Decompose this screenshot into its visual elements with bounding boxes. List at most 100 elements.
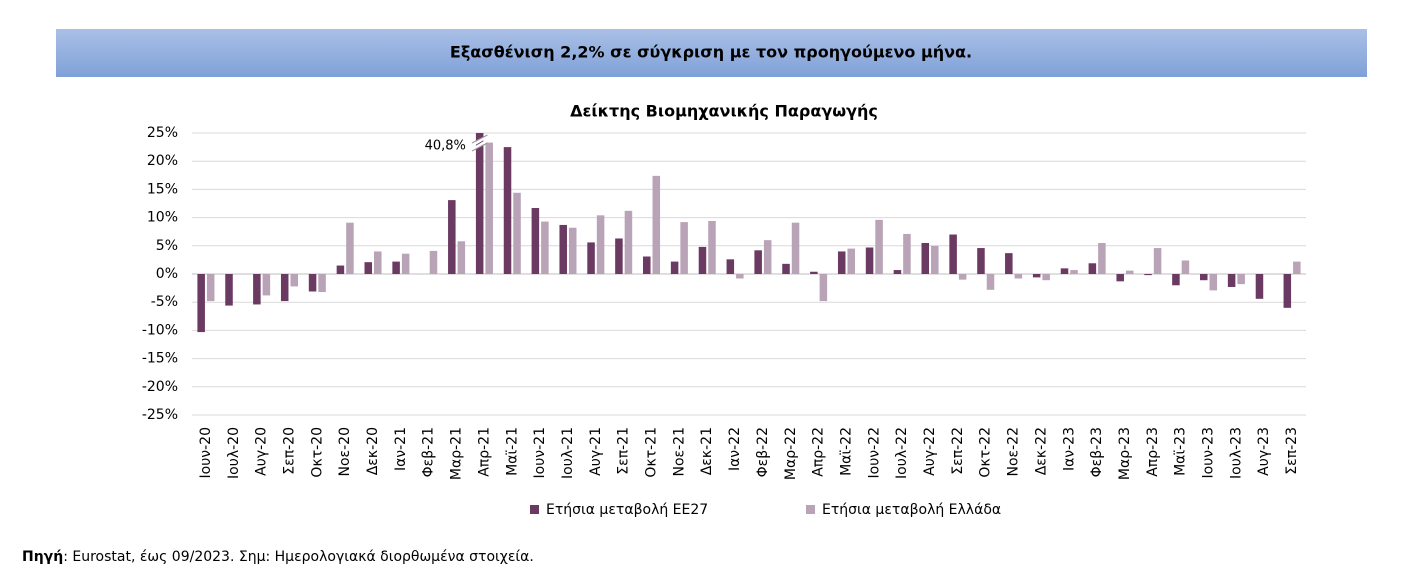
x-tick-label: Απρ-22 — [811, 427, 827, 477]
bar — [475, 133, 484, 274]
x-tick-label: Δεκ-21 — [699, 427, 715, 475]
bar — [1014, 274, 1023, 279]
y-tick-label: 0% — [156, 266, 178, 282]
bar — [503, 147, 512, 274]
bar — [1293, 261, 1301, 274]
bar — [698, 246, 707, 274]
bar — [336, 265, 345, 274]
labels: -25% -20% -15% -10% -5% 0% 5% 10% 15% 20% 25% Ιουν-… — [142, 125, 1300, 518]
bar — [652, 175, 661, 274]
bar — [708, 220, 716, 274]
chart-title: Δείκτης Βιομηχανικής Παραγωγής — [570, 102, 878, 121]
bar — [568, 227, 577, 274]
bar — [643, 256, 651, 274]
axis-break — [472, 135, 488, 151]
bar — [754, 250, 762, 274]
x-tick-label: Σεπ-23 — [1284, 427, 1300, 475]
bar — [429, 250, 438, 274]
x-tick-label: Ιαν-22 — [727, 427, 743, 471]
x-tick-label: Ιουν-23 — [1201, 427, 1217, 478]
data-label: 40,8% — [425, 139, 466, 154]
x-tick-label: Νοε-21 — [671, 427, 687, 476]
bar — [374, 251, 382, 274]
bar — [670, 261, 679, 274]
bar — [1153, 248, 1162, 274]
x-tick-label: Νοε-22 — [1006, 427, 1022, 476]
banner — [56, 29, 1367, 77]
x-tick-label: Νοε-20 — [337, 427, 353, 476]
bar — [726, 259, 735, 274]
bar — [893, 270, 902, 274]
x-tick-label: Μαϊ-23 — [1173, 427, 1189, 476]
bar — [1098, 242, 1106, 274]
bar — [448, 200, 456, 274]
bar — [624, 210, 633, 274]
x-tick-label: Φεβ-23 — [1089, 427, 1105, 477]
bar — [1070, 270, 1078, 274]
x-tick-label: Μαρ-23 — [1117, 427, 1133, 480]
bar — [290, 274, 298, 287]
bar — [921, 242, 930, 274]
x-tick-label: Ιαν-21 — [393, 427, 409, 471]
x-tick-label: Αυγ-23 — [1256, 427, 1272, 476]
x-tick-label: Ιουν-22 — [866, 427, 882, 478]
banner-text: Εξασθένιση 2,2% σε σύγκριση με τον προηγ… — [450, 43, 972, 62]
bar — [1144, 274, 1152, 276]
x-tick-label: Απρ-23 — [1145, 427, 1161, 477]
bar — [197, 274, 205, 333]
bar — [457, 241, 466, 274]
bar — [392, 261, 400, 274]
source: Πηγή: Eurostat, έως 09/2023. Σημ: Ημερολ… — [22, 549, 534, 565]
bar — [782, 263, 790, 274]
x-tick-label: Απρ-21 — [476, 427, 492, 477]
legend-swatch — [530, 505, 539, 514]
bar — [1060, 268, 1069, 274]
x-tick-label: Δεκ-20 — [365, 427, 381, 475]
bar — [346, 222, 354, 274]
bar — [763, 240, 772, 274]
x-tick-label: Οκτ-21 — [644, 427, 660, 478]
bar — [1005, 253, 1013, 274]
axis-break-outline — [471, 134, 488, 152]
x-tick-label: Οκτ-20 — [309, 427, 325, 478]
bar — [837, 251, 846, 274]
bar — [1237, 274, 1245, 285]
bar — [262, 274, 271, 296]
y-tick-label: -10% — [142, 322, 178, 338]
legend-swatch — [806, 505, 815, 514]
bar — [865, 247, 874, 274]
x-tick-label: Μαϊ-21 — [504, 427, 520, 476]
x-tick-label: Μαρ-21 — [449, 427, 465, 480]
grid — [192, 132, 1306, 416]
bar — [541, 221, 549, 274]
bar — [1125, 270, 1134, 274]
bar — [1172, 274, 1180, 286]
x-tick-label: Ιουλ-21 — [560, 427, 576, 479]
bar — [977, 248, 985, 274]
x-tick-label: Ιουν-21 — [532, 427, 548, 478]
y-tick-label: -5% — [151, 294, 178, 310]
bar — [958, 274, 967, 280]
x-tick-label: Αυγ-20 — [254, 427, 270, 476]
y-tick-label: -25% — [142, 407, 178, 423]
bar — [531, 208, 540, 274]
bar — [1032, 274, 1041, 278]
source-text: : Eurostat, έως 09/2023. Σημ: Ημερολογια… — [63, 549, 534, 565]
bar — [280, 274, 289, 302]
x-tick-label: Οκτ-22 — [978, 427, 994, 478]
bar — [308, 274, 317, 292]
x-tick-label: Ιουλ-22 — [894, 427, 910, 479]
bar — [485, 142, 493, 274]
y-tick-label: 20% — [147, 153, 178, 169]
bar — [225, 274, 233, 306]
y-tick-label: -15% — [142, 351, 178, 367]
bar — [875, 219, 883, 274]
y-tick-label: 10% — [147, 210, 178, 226]
y-tick-label: 5% — [156, 238, 178, 254]
x-tick-label: Ιουλ-23 — [1228, 427, 1244, 479]
bar — [1227, 274, 1236, 287]
x-tick-label: Ιουλ-20 — [226, 427, 242, 479]
bar — [401, 253, 410, 274]
bar — [680, 222, 688, 274]
bar — [364, 262, 373, 274]
